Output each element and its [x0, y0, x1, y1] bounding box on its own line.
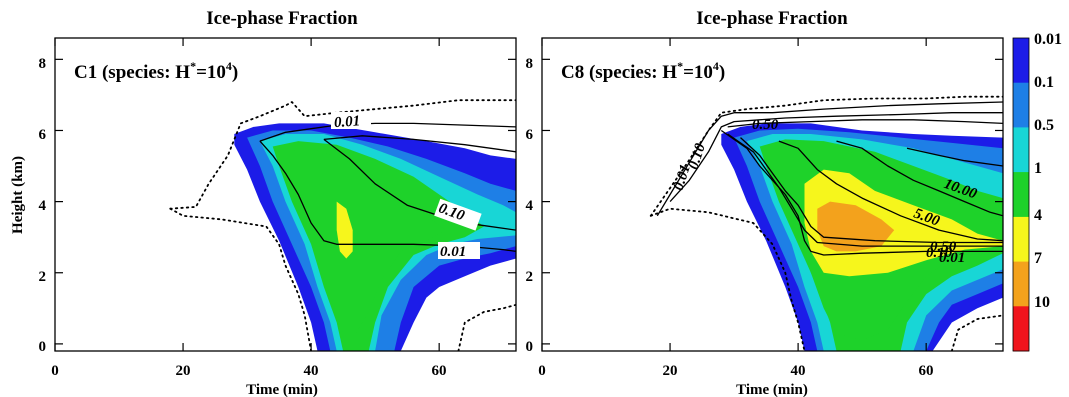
panel-c8-frame — [541, 37, 1004, 352]
c8-xtick-40: 40 — [791, 363, 806, 379]
panel-c1-label-pre: C1 (species: H — [74, 62, 190, 83]
panel-0-ticks — [54, 38, 516, 351]
c1-ylabel: Height (km) — [10, 156, 26, 234]
panel-c8-x-axis: 0 20 40 60 Time (min) — [538, 363, 933, 397]
panel-c1-plot — [169, 99, 516, 351]
c1-ytick-8: 8 — [39, 56, 47, 72]
panel-c8-label-mid: =10 — [683, 62, 713, 83]
colorbar-label-4: 4 — [1034, 207, 1042, 224]
c1-xtick-40: 40 — [304, 363, 319, 379]
c8-xtick-60: 60 — [919, 363, 934, 379]
c8-line-label-0p01-bottom: 0.01 — [939, 250, 965, 266]
dotted-contour-line-2 — [950, 314, 1003, 351]
panel-c1-label-sup2: 4 — [226, 59, 232, 73]
c8-line-label-0p10-bottom: 0.10 — [926, 245, 953, 261]
panel-c8-label-sup2: 4 — [713, 59, 719, 73]
panel-c1-title: Ice-phase Fraction — [206, 8, 358, 29]
colorbar-cells — [1013, 38, 1029, 352]
panel-c1-label-post: ) — [232, 62, 238, 83]
colorbar-cell-4 — [1013, 216, 1029, 263]
contour-line-7 — [727, 133, 1003, 247]
c1-ytick-2: 2 — [39, 269, 47, 285]
dotted-contour-line-1 — [169, 207, 313, 351]
c1-ytick-0: 0 — [39, 339, 47, 355]
panel-c1-frame — [54, 37, 517, 352]
panel-c8-label-post: ) — [719, 62, 725, 83]
c1-ytick-6: 6 — [39, 127, 47, 143]
panel-c8-contour-lines — [649, 95, 1003, 351]
colorbar-cell-10 — [1013, 306, 1029, 352]
c8-line-label-0p50-top: 0.50 — [752, 117, 779, 133]
c8-line-label-0p01: 0.01 — [671, 163, 694, 193]
colorbar-cell-0p01 — [1013, 38, 1029, 84]
c1-xtick-0: 0 — [51, 363, 59, 379]
panel-c1-label: C1 (species: H*=104) — [74, 59, 238, 83]
c8-line-label-0p50-bottom: 0.50 — [930, 239, 957, 255]
colorbar-cell-7 — [1013, 261, 1029, 307]
contour-line-6 — [720, 129, 1003, 256]
colorbar-label-0p5: 0.5 — [1034, 117, 1054, 134]
colorbar-label-1: 1 — [1034, 160, 1042, 177]
panel-c8: Ice-phase Fraction C8 (species: H*=104) … — [526, 8, 1004, 397]
contour-line-5 — [323, 135, 516, 153]
panel-c1-label-mid: =10 — [196, 62, 226, 83]
panel-c8-label-sup1: * — [677, 59, 683, 73]
contour-line-4 — [669, 112, 1003, 203]
c8-ytick-0: 0 — [526, 339, 534, 355]
c8-xtick-0: 0 — [538, 363, 546, 379]
colorbar-label-0p01: 0.01 — [1034, 31, 1062, 48]
contour-line-11 — [906, 147, 1003, 167]
contour-line-3 — [656, 101, 1003, 217]
c8-ytick-8: 8 — [526, 56, 534, 72]
contour-line-8 — [740, 137, 1003, 244]
c8-ytick-2: 2 — [526, 269, 534, 285]
panel-c1-contour-labels: 0.01 0.10 0.01 — [331, 112, 482, 260]
c1-line-label-0p01-top: 0.01 — [333, 113, 360, 131]
contour-line-10 — [836, 140, 1003, 217]
c1-xtick-20: 20 — [176, 363, 191, 379]
filled-contour-10 — [817, 201, 895, 252]
panel-c1-y-axis: 0 2 4 6 8 Height (km) — [10, 56, 47, 355]
dotted-contour-line-1 — [649, 207, 806, 351]
c8-xtick-20: 20 — [663, 363, 678, 379]
c1-xtick-60: 60 — [432, 363, 447, 379]
c8-xlabel: Time (min) — [736, 382, 808, 397]
colorbar-cell-0p1 — [1013, 82, 1029, 128]
dotted-contour-line-2 — [457, 303, 516, 351]
dotted-contour-line-0 — [169, 99, 516, 210]
panel-c1-filled-contours — [234, 123, 516, 351]
panel-1-ticks — [541, 38, 1003, 351]
colorbar-label-10: 10 — [1034, 294, 1050, 311]
colorbar: 0.01 0.1 0.5 1 4 7 10 — [1012, 31, 1062, 352]
panel-c1-x-axis: 0 20 40 60 Time (min) — [51, 363, 446, 397]
filled-contour-4 — [285, 148, 446, 334]
panel-c1: Ice-phase Fraction C1 (species: H*=104) … — [10, 8, 517, 397]
c8-line-label-0p10: 0.10 — [686, 141, 709, 171]
panel-c8-title: Ice-phase Fraction — [696, 8, 848, 29]
c8-ytick-6: 6 — [526, 127, 534, 143]
panel-c1-label-sup1: * — [190, 59, 196, 73]
c1-ytick-4: 4 — [39, 198, 47, 214]
contour-line-9 — [778, 140, 1003, 242]
panel-c8-label-pre: C8 (species: H — [561, 62, 677, 83]
colorbar-frame — [1012, 37, 1030, 352]
colorbar-cell-1 — [1013, 172, 1029, 218]
c1-line-label-0p01-bottom: 0.01 — [440, 244, 466, 260]
panel-c8-y-axis: 0 2 4 6 8 — [526, 56, 534, 355]
panel-c8-plot — [649, 95, 1003, 351]
contour-line-5 — [727, 119, 1003, 128]
c8-ytick-4: 4 — [526, 198, 534, 214]
colorbar-label-7: 7 — [1034, 250, 1042, 267]
colorbar-cell-0p5 — [1013, 127, 1029, 173]
colorbar-label-0p1: 0.1 — [1034, 74, 1054, 91]
c1-xlabel: Time (min) — [246, 382, 318, 397]
panel-c8-label: C8 (species: H*=104) — [561, 59, 725, 83]
